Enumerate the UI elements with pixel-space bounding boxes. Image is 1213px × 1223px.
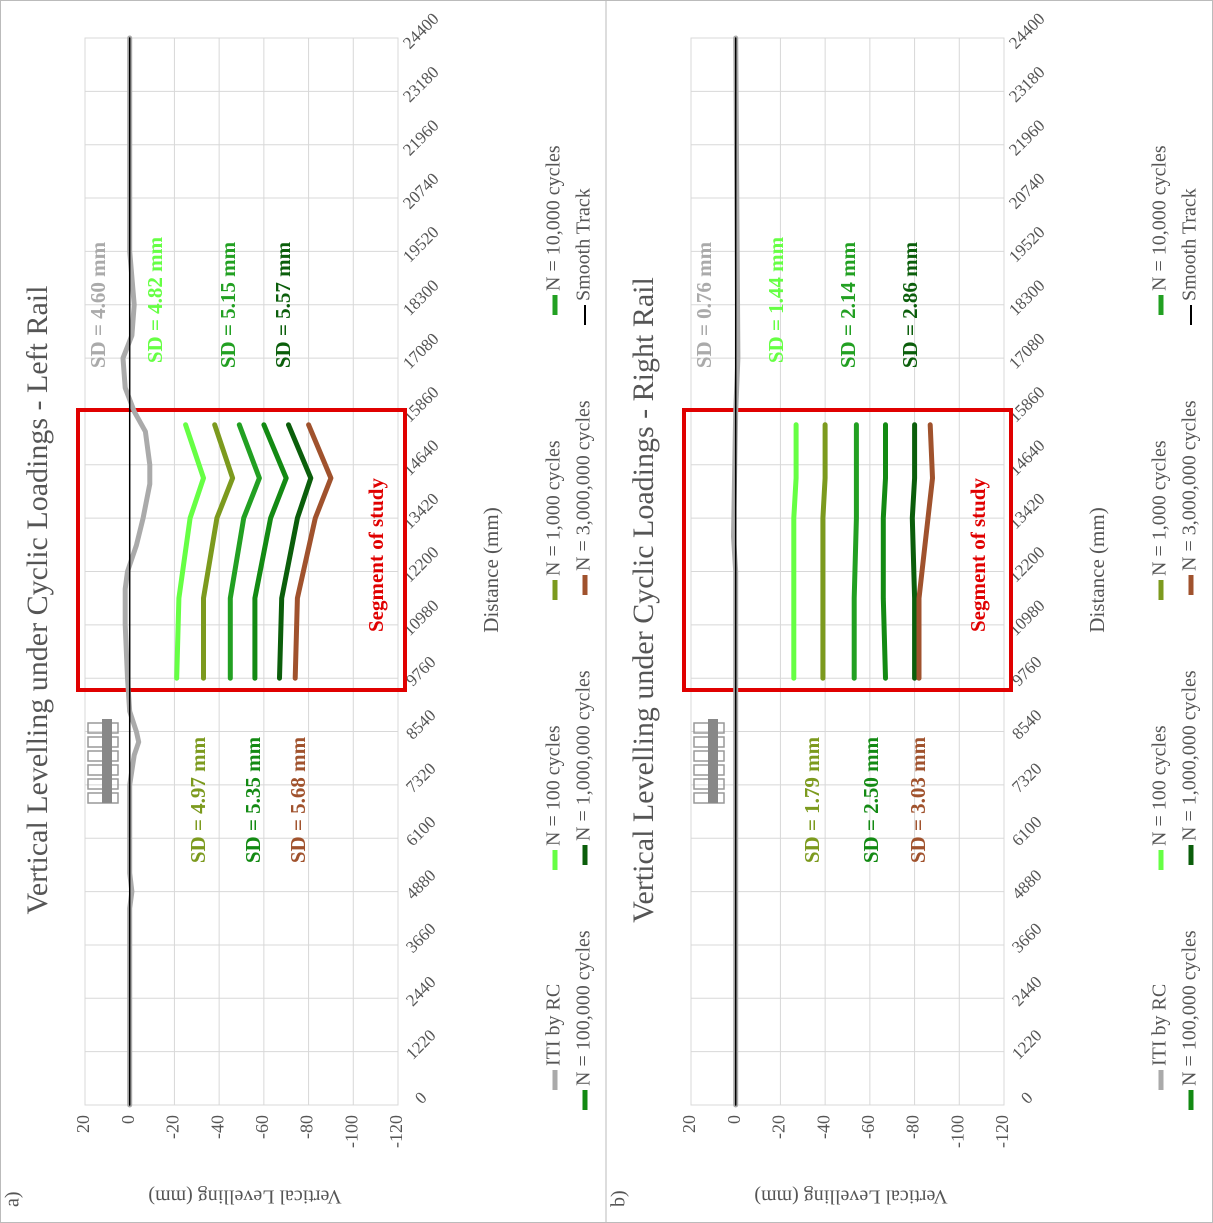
legend-label: N = 100 cycles (1149, 725, 1171, 846)
annotation: SD = 5.57 mm (271, 241, 295, 368)
y-tick-label: -120 (386, 1115, 406, 1148)
series-line (227, 422, 262, 681)
y-tick-label: -100 (341, 1115, 361, 1148)
series-line (292, 422, 334, 681)
legend-label: N = 1,000 cycles (543, 440, 565, 576)
legend-label: Smooth Track (1179, 188, 1201, 301)
annotation: Segment of study (966, 478, 990, 633)
series-line (851, 422, 859, 681)
annotation: SD = 5.35 mm (241, 736, 265, 863)
chart-title: Vertical Levelling under Cyclic Loadings… (627, 277, 660, 923)
y-tick-label: -120 (992, 1115, 1012, 1148)
series-line (916, 422, 935, 681)
annotation: Segment of study (364, 478, 388, 633)
annotation: SD = 0.76 mm (692, 241, 716, 368)
y-axis-title: Vertical Levelling (mm) (148, 1185, 341, 1207)
legend-label: N = 100,000 cycles (1179, 930, 1201, 1086)
x-axis-title: Distance (mm) (1085, 507, 1109, 632)
series-line (174, 422, 206, 681)
series-line (820, 422, 828, 681)
annotation: SD = 3.03 mm (906, 736, 930, 863)
legend-label: N = 100,000 cycles (573, 930, 595, 1086)
annotation: SD = 5.68 mm (286, 736, 310, 863)
annotation: SD = 4.60 mm (86, 241, 110, 368)
series-line (880, 422, 888, 681)
annotation: SD = 2.14 mm (836, 241, 860, 368)
annotation: SD = 1.79 mm (800, 736, 824, 863)
legend-label: Smooth Track (573, 188, 595, 301)
y-tick-label: 20 (73, 1115, 93, 1133)
annotation: SD = 5.15 mm (216, 241, 240, 368)
segment-box (76, 408, 407, 692)
annotation: SD = 4.97 mm (186, 736, 210, 863)
annotation: SD = 2.50 mm (859, 736, 883, 863)
legend-label: N = 10,000 cycles (1149, 145, 1171, 291)
series-line (277, 422, 314, 681)
y-tick-label: -40 (813, 1115, 833, 1139)
legend-label: ITI by RC (1149, 984, 1171, 1066)
series-line (201, 422, 236, 681)
x-axis-title: Distance (mm) (479, 507, 503, 632)
y-tick-label: -60 (252, 1115, 272, 1139)
legend-label: N = 3,000,000 cycles (573, 400, 595, 571)
legend-label: ITI by RC (543, 984, 565, 1066)
series-line (909, 422, 918, 681)
legend-label: N = 100 cycles (543, 725, 565, 846)
y-tick-label: -60 (858, 1115, 878, 1139)
y-tick-label: -20 (163, 1115, 183, 1139)
chart-title: Vertical Levelling under Cyclic Loadings… (21, 286, 54, 915)
train-body (708, 719, 718, 803)
panel-label: a) (2, 1191, 24, 1207)
y-tick-label: -80 (297, 1115, 317, 1139)
y-tick-label: -20 (769, 1115, 789, 1139)
annotation: SD = 2.86 mm (898, 241, 922, 368)
y-tick-label: 0 (724, 1115, 744, 1124)
legend-label: N = 1,000,000 cycles (573, 670, 595, 841)
legend-label: N = 10,000 cycles (543, 145, 565, 291)
y-tick-label: -100 (947, 1115, 967, 1148)
train-body (102, 719, 112, 803)
annotation: SD = 1.44 mm (764, 236, 788, 363)
y-tick-label: 20 (679, 1115, 699, 1133)
series-line (252, 422, 289, 681)
train-icon (87, 719, 119, 804)
annotation: SD = 4.82 mm (143, 236, 167, 363)
series-line (791, 422, 799, 681)
segment-box (682, 408, 1013, 692)
legend-label: N = 1,000,000 cycles (1179, 670, 1201, 841)
y-tick-label: -80 (903, 1115, 923, 1139)
y-tick-label: 0 (118, 1115, 138, 1124)
legend-label: N = 3,000,000 cycles (1179, 400, 1201, 571)
y-tick-label: -40 (207, 1115, 227, 1139)
train-icon (693, 719, 725, 804)
legend-label: N = 1,000 cycles (1149, 440, 1171, 576)
y-axis-title: Vertical Levelling (mm) (754, 1185, 947, 1207)
panel-label: b) (608, 1190, 630, 1207)
